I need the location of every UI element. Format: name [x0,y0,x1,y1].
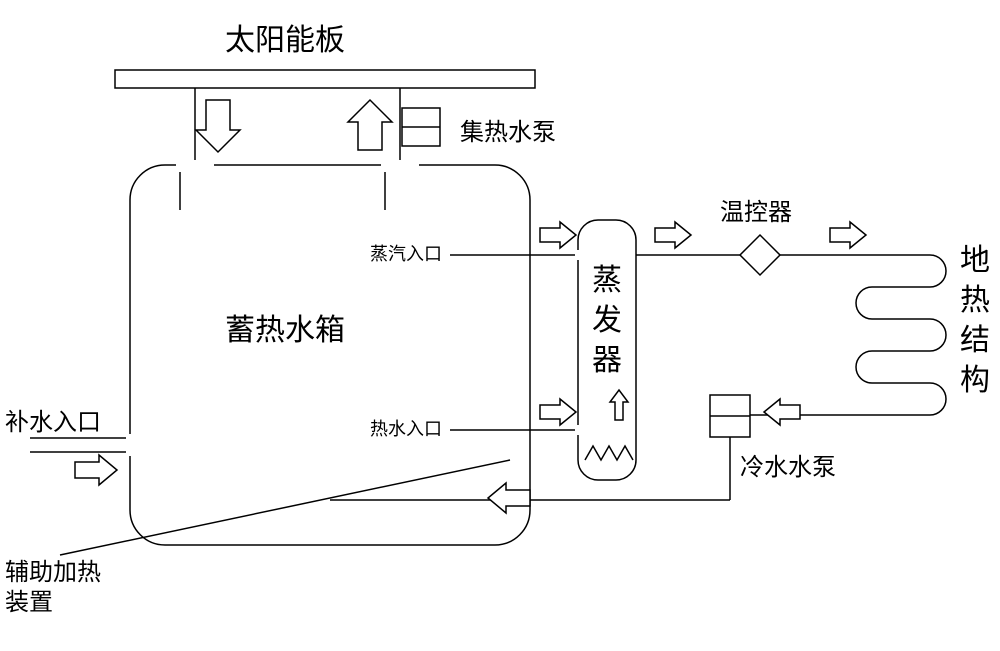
solar-panel-label: 太阳能板 [225,24,345,57]
arrow-evap-up [610,390,628,420]
tank-label: 蓄热水箱 [225,314,345,347]
aux-heater-label-1: 辅助加热 [5,559,101,586]
arrow-steam-right [540,222,576,248]
arrow-to-coil [830,222,866,248]
aux-heater-label-2: 装置 [5,589,53,616]
thermostat-label: 温控器 [720,199,792,226]
arrow-hotwater-right [540,399,576,425]
steam-inlet-label: 蒸汽入口 [370,244,442,264]
storage-tank [130,165,530,545]
geo-label-2: 热 [960,284,990,317]
arrow-evap-out [655,222,691,248]
thermostat [740,235,780,275]
water-inlet-label: 补水入口 [5,409,101,436]
geo-label-1: 地 [960,244,990,277]
evaporator-label: 蒸发器 [592,264,622,377]
evaporator-coil [585,446,633,460]
hot-water-inlet-label: 热水入口 [370,419,442,439]
solar-panel [115,70,535,88]
geothermal-coil [810,255,946,415]
arrow-coldpump-left [764,399,800,425]
geo-label-3: 结 [960,324,990,357]
arrow-refill-right [75,455,117,485]
arrow-up-hollow [348,100,392,150]
aux-heater-line [60,460,510,555]
heat-pump-label: 集热水泵 [460,119,556,146]
cold-pump-label: 冷水水泵 [740,454,836,481]
geo-label-4: 构 [960,364,990,397]
arrow-return-left [488,483,530,513]
arrow-down-hollow [196,100,240,152]
